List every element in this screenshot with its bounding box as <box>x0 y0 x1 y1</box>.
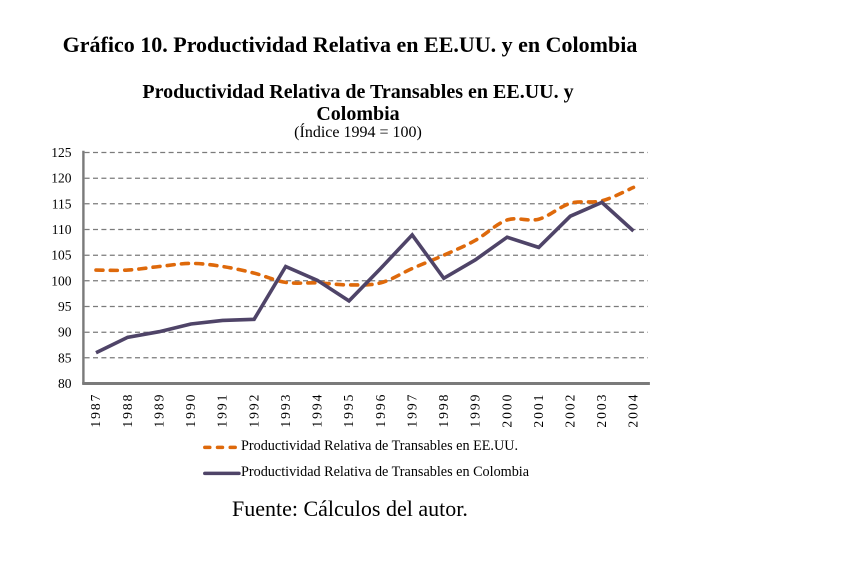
svg-text:110: 110 <box>52 222 72 237</box>
svg-text:125: 125 <box>51 145 72 160</box>
svg-text:1993: 1993 <box>278 393 293 428</box>
svg-text:2004: 2004 <box>626 393 641 428</box>
svg-text:2000: 2000 <box>499 393 514 428</box>
svg-text:90: 90 <box>58 325 72 340</box>
svg-text:1994: 1994 <box>310 393 325 428</box>
svg-text:1989: 1989 <box>151 393 166 428</box>
svg-text:1999: 1999 <box>468 393 483 428</box>
svg-text:80: 80 <box>58 376 72 391</box>
svg-text:100: 100 <box>51 273 72 288</box>
svg-text:1991: 1991 <box>215 393 230 428</box>
svg-text:95: 95 <box>58 299 72 314</box>
svg-text:1987: 1987 <box>88 393 103 428</box>
svg-text:1996: 1996 <box>373 393 388 428</box>
svg-text:120: 120 <box>51 171 72 186</box>
svg-text:1990: 1990 <box>183 393 198 428</box>
svg-text:1992: 1992 <box>246 393 261 428</box>
svg-text:1997: 1997 <box>404 393 419 428</box>
svg-text:1998: 1998 <box>436 393 451 428</box>
svg-text:115: 115 <box>52 196 72 211</box>
svg-text:1995: 1995 <box>341 393 356 428</box>
svg-text:85: 85 <box>58 350 72 365</box>
svg-text:1988: 1988 <box>120 393 135 428</box>
svg-text:2001: 2001 <box>531 393 546 428</box>
svg-text:2002: 2002 <box>563 393 578 428</box>
svg-text:2003: 2003 <box>594 393 609 428</box>
svg-text:105: 105 <box>51 248 72 263</box>
